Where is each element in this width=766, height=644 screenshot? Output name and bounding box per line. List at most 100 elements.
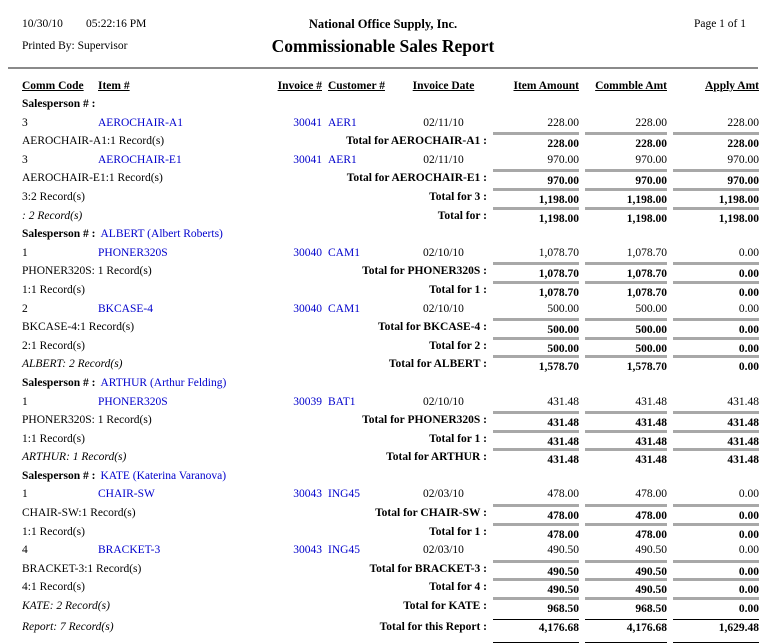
item-number-link[interactable]: BRACKET-3	[98, 544, 161, 557]
salesperson-name-link[interactable]: ALBERT (Albert Roberts)	[100, 228, 223, 241]
salesperson-label: Salesperson # :	[22, 228, 96, 241]
total-row: AEROCHAIR-A1:1 Record(s) Total for AEROCH…	[22, 132, 759, 151]
record-count-text: 4:1 Record(s)	[22, 581, 85, 594]
item-amount-cell: 1,078.70	[538, 246, 579, 259]
total-label: Total for 4 :	[429, 581, 487, 594]
total-left-group: BKCASE-4:1 Record(s) Total for BKCASE-4 :	[22, 318, 487, 337]
invoice-number-link[interactable]: 30040	[293, 302, 322, 315]
salesperson-label: Salesperson # :	[22, 469, 96, 482]
item-number-link[interactable]: AEROCHAIR-A1	[98, 116, 183, 129]
detail-row: 3 AEROCHAIR-E1 30041 AER1 02/11/10 970.00 970.…	[22, 151, 759, 170]
invoice-number-link[interactable]: 30043	[293, 544, 322, 557]
apply-amount-total: 0.00	[673, 280, 759, 300]
invoice-number-link[interactable]: 30041	[293, 153, 322, 166]
commble-amount-total: 478.00	[585, 504, 667, 523]
salesperson-name-link[interactable]: KATE (Katerina Varanova)	[100, 469, 227, 482]
item-amount-cell: 228.00	[547, 116, 579, 129]
total-left-group: Report: 7 Record(s) Total for this Report…	[22, 619, 487, 644]
total-row: 4:1 Record(s) Total for 4 : 490.50 490.50 0.…	[22, 578, 759, 597]
total-label: Total for 1 :	[429, 283, 487, 296]
total-left-group: AEROCHAIR-E1:1 Record(s) Total for AEROCH…	[22, 169, 487, 188]
commble-amount-total: 500.00	[585, 336, 667, 356]
comm-code-cell: 1	[22, 395, 28, 408]
invoice-date-cell: 02/10/10	[423, 395, 464, 408]
item-number-link[interactable]: CHAIR-SW	[98, 488, 155, 501]
apply-amount-total: 0.00	[673, 578, 759, 597]
company-name: National Office Supply, Inc.	[308, 17, 458, 31]
total-left-group: 1:1 Record(s) Total for 1 :	[22, 430, 487, 449]
apply-amount-cell: 970.00	[727, 153, 759, 166]
commble-amount-total: 490.50	[585, 578, 667, 597]
commble-amount-total: 500.00	[585, 318, 667, 337]
apply-amount-cell: 431.48	[727, 395, 759, 408]
commble-amount-total: 968.50	[585, 597, 667, 616]
total-left-group: : 2 Record(s) Total for :	[22, 207, 487, 226]
item-number-link[interactable]: AEROCHAIR-E1	[98, 153, 182, 166]
commble-amount-cell: 970.00	[635, 153, 667, 166]
total-label: Total for AEROCHAIR-E1 :	[346, 172, 487, 185]
total-label: Total for 3 :	[429, 190, 487, 203]
col-header-customer-number: Customer #	[322, 80, 400, 92]
customer-number-link[interactable]: BAT1	[328, 395, 356, 408]
invoice-date-cell: 02/03/10	[423, 544, 464, 557]
salesperson-label: Salesperson # :	[22, 376, 96, 389]
item-number-link[interactable]: PHONER320S	[98, 395, 168, 408]
invoice-number-link[interactable]: 30041	[293, 116, 322, 129]
commble-amount-cell: 1,078.70	[626, 246, 667, 259]
invoice-date-cell: 02/03/10	[423, 488, 464, 501]
total-row: : 2 Record(s) Total for : 1,198.00 1,198.00…	[22, 206, 759, 226]
comm-code-cell: 3	[22, 116, 28, 129]
report-title: Commissionable Sales Report	[271, 36, 495, 56]
item-amount-total: 490.50	[493, 559, 579, 579]
item-amount-total: 500.00	[493, 318, 579, 337]
total-left-group: 3:2 Record(s) Total for 3 :	[22, 188, 487, 207]
record-count-text: Report: 7 Record(s)	[22, 620, 114, 633]
item-amount-total: 431.48	[493, 448, 579, 467]
invoice-date-cell: 02/10/10	[423, 302, 464, 315]
salesperson-name-link[interactable]: ARTHUR (Arthur Felding)	[100, 376, 227, 389]
item-amount-total: 431.48	[493, 429, 579, 449]
header-divider	[8, 67, 758, 69]
record-count-text: PHONER320S: 1 Record(s)	[22, 414, 152, 427]
commble-amount-total: 1,078.70	[585, 280, 667, 300]
col-header-invoice-number: Invoice #	[272, 80, 322, 92]
total-left-group: 1:1 Record(s) Total for 1 :	[22, 523, 487, 542]
apply-amount-total: 0.00	[673, 597, 759, 616]
salesperson-row: Salesperson # :	[22, 95, 759, 114]
total-label: Total for 1 :	[429, 432, 487, 445]
total-left-group: CHAIR-SW:1 Record(s) Total for CHAIR-SW :	[22, 504, 487, 523]
invoice-number-link[interactable]: 30039	[293, 395, 322, 408]
record-count-text: ALBERT: 2 Record(s)	[22, 358, 123, 371]
invoice-date-cell: 02/11/10	[423, 153, 464, 166]
apply-amount-total: 431.48	[673, 448, 759, 467]
total-left-group: AEROCHAIR-A1:1 Record(s) Total for AEROCH…	[22, 132, 487, 151]
commble-amount-total: 4,176.68	[585, 618, 667, 644]
invoice-date-cell: 02/10/10	[423, 246, 464, 259]
invoice-number-link[interactable]: 30043	[293, 488, 322, 501]
customer-number-link[interactable]: ING45	[328, 544, 360, 557]
col-header-label: Apply Amt	[705, 80, 759, 92]
customer-number-link[interactable]: ING45	[328, 488, 360, 501]
customer-number-link[interactable]: AER1	[328, 116, 357, 129]
total-left-group: ARTHUR: 1 Record(s) Total for ARTHUR :	[22, 448, 487, 467]
customer-number-link[interactable]: AER1	[328, 153, 357, 166]
customer-number-link[interactable]: CAM1	[328, 246, 360, 259]
item-amount-total: 500.00	[493, 336, 579, 356]
record-count-text: 2:1 Record(s)	[22, 339, 85, 352]
col-header-label: Invoice #	[277, 80, 322, 92]
total-label: Total for KATE :	[403, 600, 487, 613]
item-number-link[interactable]: BKCASE-4	[98, 302, 153, 315]
invoice-number-link[interactable]: 30040	[293, 246, 322, 259]
record-count-text: AEROCHAIR-A1:1 Record(s)	[22, 135, 165, 148]
item-number-link[interactable]: PHONER320S	[98, 246, 168, 259]
commble-amount-total: 1,578.70	[585, 355, 667, 374]
total-label: Total for 1 :	[429, 525, 487, 538]
col-header-apply-amt: Apply Amt	[667, 80, 759, 92]
report-row: Report: 7 Record(s) Total for this Report…	[22, 618, 759, 644]
record-count-text: CHAIR-SW:1 Record(s)	[22, 507, 136, 520]
record-count-text: BKCASE-4:1 Record(s)	[22, 321, 135, 334]
commble-amount-cell: 500.00	[635, 302, 667, 315]
total-row: BKCASE-4:1 Record(s) Total for BKCASE-4 :…	[22, 318, 759, 337]
record-count-text: 3:2 Record(s)	[22, 190, 85, 203]
customer-number-link[interactable]: CAM1	[328, 302, 360, 315]
